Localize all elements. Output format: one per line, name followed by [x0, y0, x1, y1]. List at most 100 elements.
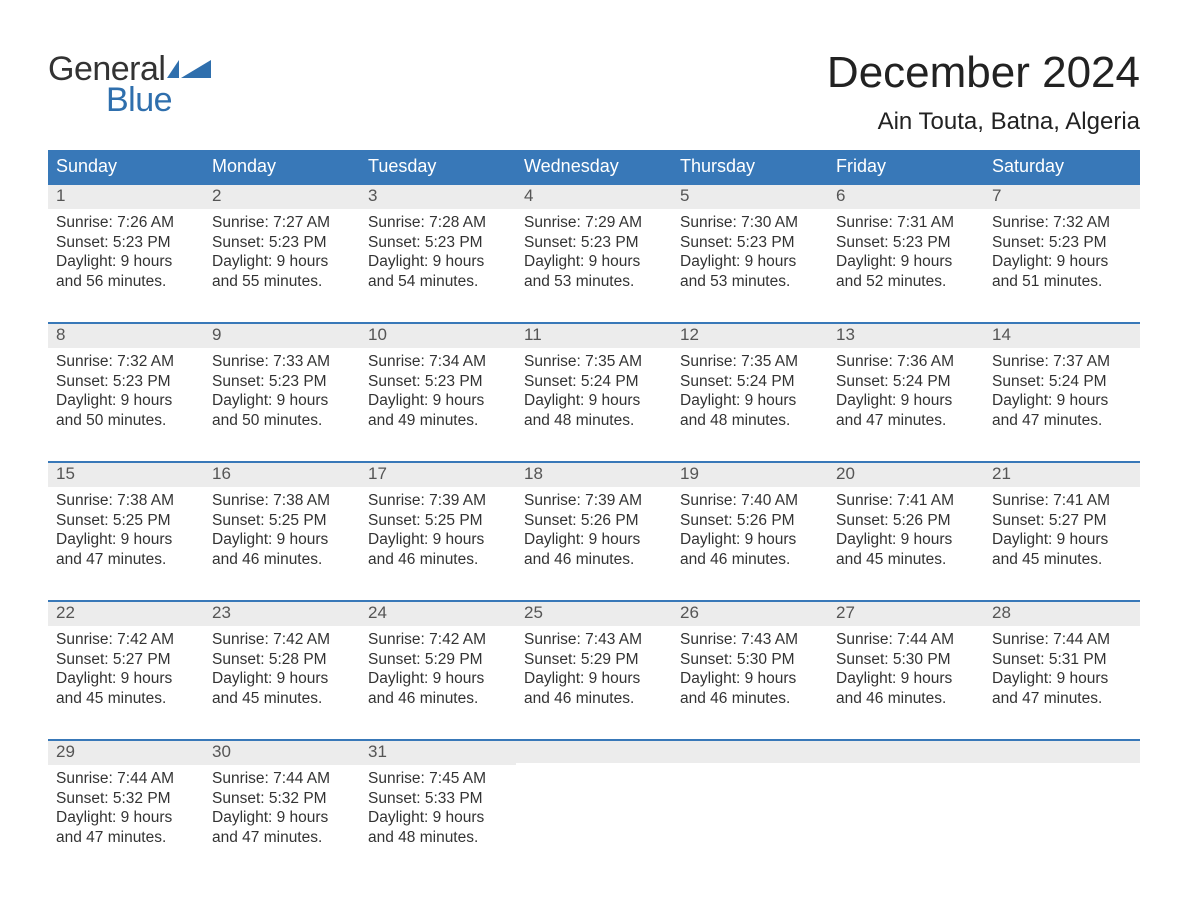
day-body: Sunrise: 7:44 AMSunset: 5:32 PMDaylight:… [204, 765, 360, 848]
sunrise-text: Sunrise: 7:36 AM [836, 352, 976, 372]
day-cell: 5Sunrise: 7:30 AMSunset: 5:23 PMDaylight… [672, 185, 828, 298]
sunrise-text: Sunrise: 7:42 AM [56, 630, 196, 650]
day-cell: 18Sunrise: 7:39 AMSunset: 5:26 PMDayligh… [516, 463, 672, 576]
sunrise-text: Sunrise: 7:29 AM [524, 213, 664, 233]
day-number: 29 [48, 741, 204, 765]
daylight-line1: Daylight: 9 hours [524, 391, 664, 411]
sunset-text: Sunset: 5:24 PM [836, 372, 976, 392]
day-cell: 9Sunrise: 7:33 AMSunset: 5:23 PMDaylight… [204, 324, 360, 437]
week-row: 15Sunrise: 7:38 AMSunset: 5:25 PMDayligh… [48, 461, 1140, 576]
sunrise-text: Sunrise: 7:38 AM [56, 491, 196, 511]
day-body: Sunrise: 7:44 AMSunset: 5:32 PMDaylight:… [48, 765, 204, 848]
sunset-text: Sunset: 5:24 PM [992, 372, 1132, 392]
day-cell: 4Sunrise: 7:29 AMSunset: 5:23 PMDaylight… [516, 185, 672, 298]
day-cell: 6Sunrise: 7:31 AMSunset: 5:23 PMDaylight… [828, 185, 984, 298]
day-body: Sunrise: 7:32 AMSunset: 5:23 PMDaylight:… [984, 209, 1140, 292]
sunrise-text: Sunrise: 7:38 AM [212, 491, 352, 511]
sunrise-text: Sunrise: 7:43 AM [680, 630, 820, 650]
daylight-line2: and 46 minutes. [524, 550, 664, 570]
daylight-line2: and 46 minutes. [680, 550, 820, 570]
day-cell: 12Sunrise: 7:35 AMSunset: 5:24 PMDayligh… [672, 324, 828, 437]
daylight-line1: Daylight: 9 hours [680, 391, 820, 411]
calendar: SundayMondayTuesdayWednesdayThursdayFrid… [48, 150, 1140, 854]
logo-text-blue: Blue [106, 81, 211, 120]
daylight-line2: and 45 minutes. [212, 689, 352, 709]
daylight-line2: and 55 minutes. [212, 272, 352, 292]
empty-day-cell [828, 741, 984, 854]
day-number: 3 [360, 185, 516, 209]
weekday-header-row: SundayMondayTuesdayWednesdayThursdayFrid… [48, 150, 1140, 183]
daylight-line1: Daylight: 9 hours [368, 391, 508, 411]
daylight-line2: and 47 minutes. [992, 689, 1132, 709]
day-cell: 17Sunrise: 7:39 AMSunset: 5:25 PMDayligh… [360, 463, 516, 576]
sunset-text: Sunset: 5:28 PM [212, 650, 352, 670]
sunset-text: Sunset: 5:26 PM [680, 511, 820, 531]
day-cell: 8Sunrise: 7:32 AMSunset: 5:23 PMDaylight… [48, 324, 204, 437]
day-number: 11 [516, 324, 672, 348]
sunset-text: Sunset: 5:29 PM [524, 650, 664, 670]
daylight-line2: and 50 minutes. [212, 411, 352, 431]
daylight-line1: Daylight: 9 hours [212, 808, 352, 828]
daylight-line1: Daylight: 9 hours [56, 252, 196, 272]
sunrise-text: Sunrise: 7:34 AM [368, 352, 508, 372]
week-row: 22Sunrise: 7:42 AMSunset: 5:27 PMDayligh… [48, 600, 1140, 715]
daylight-line1: Daylight: 9 hours [212, 669, 352, 689]
sunset-text: Sunset: 5:32 PM [56, 789, 196, 809]
sunrise-text: Sunrise: 7:26 AM [56, 213, 196, 233]
day-body: Sunrise: 7:38 AMSunset: 5:25 PMDaylight:… [48, 487, 204, 570]
empty-day-number [672, 741, 828, 763]
week-row: 29Sunrise: 7:44 AMSunset: 5:32 PMDayligh… [48, 739, 1140, 854]
day-number: 14 [984, 324, 1140, 348]
empty-day-cell [516, 741, 672, 854]
day-cell: 20Sunrise: 7:41 AMSunset: 5:26 PMDayligh… [828, 463, 984, 576]
weekday-header: Friday [828, 150, 984, 183]
daylight-line1: Daylight: 9 hours [212, 252, 352, 272]
day-number: 7 [984, 185, 1140, 209]
daylight-line1: Daylight: 9 hours [524, 669, 664, 689]
day-number: 12 [672, 324, 828, 348]
day-number: 31 [360, 741, 516, 765]
daylight-line1: Daylight: 9 hours [680, 530, 820, 550]
day-number: 28 [984, 602, 1140, 626]
sunset-text: Sunset: 5:31 PM [992, 650, 1132, 670]
daylight-line2: and 54 minutes. [368, 272, 508, 292]
day-cell: 31Sunrise: 7:45 AMSunset: 5:33 PMDayligh… [360, 741, 516, 854]
day-body: Sunrise: 7:41 AMSunset: 5:26 PMDaylight:… [828, 487, 984, 570]
sunset-text: Sunset: 5:27 PM [992, 511, 1132, 531]
daylight-line2: and 48 minutes. [524, 411, 664, 431]
sunrise-text: Sunrise: 7:41 AM [836, 491, 976, 511]
daylight-line1: Daylight: 9 hours [992, 669, 1132, 689]
sunset-text: Sunset: 5:26 PM [836, 511, 976, 531]
weekday-header: Tuesday [360, 150, 516, 183]
sunset-text: Sunset: 5:23 PM [836, 233, 976, 253]
daylight-line1: Daylight: 9 hours [524, 252, 664, 272]
daylight-line1: Daylight: 9 hours [992, 391, 1132, 411]
sunset-text: Sunset: 5:24 PM [524, 372, 664, 392]
page-title: December 2024 [827, 48, 1140, 98]
sunset-text: Sunset: 5:23 PM [680, 233, 820, 253]
day-cell: 1Sunrise: 7:26 AMSunset: 5:23 PMDaylight… [48, 185, 204, 298]
empty-day-cell [984, 741, 1140, 854]
daylight-line1: Daylight: 9 hours [836, 530, 976, 550]
day-number: 21 [984, 463, 1140, 487]
daylight-line1: Daylight: 9 hours [836, 252, 976, 272]
sunset-text: Sunset: 5:23 PM [212, 233, 352, 253]
day-number: 15 [48, 463, 204, 487]
daylight-line2: and 51 minutes. [992, 272, 1132, 292]
sunrise-text: Sunrise: 7:35 AM [524, 352, 664, 372]
weekday-header: Monday [204, 150, 360, 183]
day-cell: 2Sunrise: 7:27 AMSunset: 5:23 PMDaylight… [204, 185, 360, 298]
sunrise-text: Sunrise: 7:32 AM [992, 213, 1132, 233]
sunrise-text: Sunrise: 7:35 AM [680, 352, 820, 372]
sunrise-text: Sunrise: 7:40 AM [680, 491, 820, 511]
sunrise-text: Sunrise: 7:30 AM [680, 213, 820, 233]
sunrise-text: Sunrise: 7:27 AM [212, 213, 352, 233]
daylight-line2: and 47 minutes. [992, 411, 1132, 431]
sunrise-text: Sunrise: 7:33 AM [212, 352, 352, 372]
day-body: Sunrise: 7:45 AMSunset: 5:33 PMDaylight:… [360, 765, 516, 848]
sunset-text: Sunset: 5:27 PM [56, 650, 196, 670]
day-body: Sunrise: 7:34 AMSunset: 5:23 PMDaylight:… [360, 348, 516, 431]
daylight-line2: and 46 minutes. [836, 689, 976, 709]
daylight-line2: and 45 minutes. [836, 550, 976, 570]
day-cell: 19Sunrise: 7:40 AMSunset: 5:26 PMDayligh… [672, 463, 828, 576]
